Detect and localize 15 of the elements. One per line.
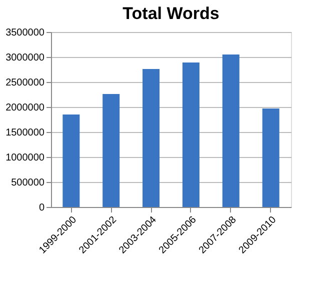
y-tick-label: 1000000 xyxy=(6,152,45,164)
y-tick-label: 3500000 xyxy=(6,28,45,38)
y-tick-label: 2500000 xyxy=(6,78,45,88)
y-tick-label: 500000 xyxy=(11,178,45,188)
y-tick-label: 2000000 xyxy=(6,102,45,114)
bar xyxy=(182,62,200,207)
bar xyxy=(102,94,120,207)
y-tick-label: 1500000 xyxy=(6,128,45,138)
bar xyxy=(222,54,240,207)
chart-title: Total Words xyxy=(122,4,220,23)
y-tick-label: 3000000 xyxy=(6,52,45,64)
y-tick-label: 0 xyxy=(38,202,45,214)
bar xyxy=(142,69,160,207)
bar xyxy=(262,108,280,207)
bar xyxy=(62,114,80,207)
